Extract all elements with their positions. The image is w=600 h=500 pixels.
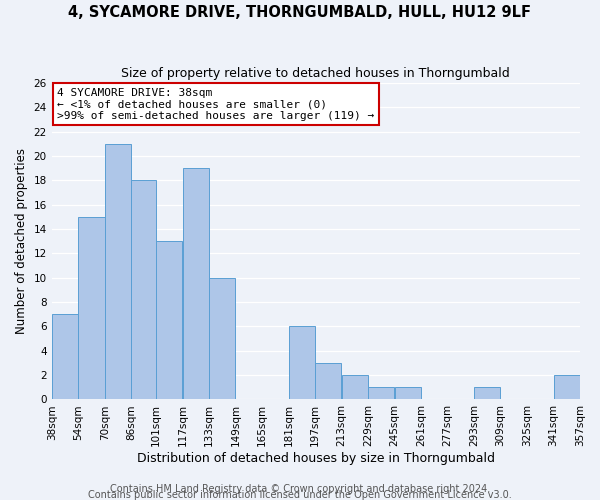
Bar [554, 375, 580, 400]
Y-axis label: Number of detached properties: Number of detached properties [15, 148, 28, 334]
Title: Size of property relative to detached houses in Thorngumbald: Size of property relative to detached ho… [121, 68, 510, 80]
Bar [315, 363, 341, 400]
Bar [78, 217, 104, 400]
Text: 4, SYCAMORE DRIVE, THORNGUMBALD, HULL, HU12 9LF: 4, SYCAMORE DRIVE, THORNGUMBALD, HULL, H… [68, 5, 532, 20]
Bar [368, 388, 394, 400]
Text: Contains public sector information licensed under the Open Government Licence v3: Contains public sector information licen… [88, 490, 512, 500]
Bar [156, 242, 182, 400]
Text: Contains HM Land Registry data © Crown copyright and database right 2024.: Contains HM Land Registry data © Crown c… [110, 484, 490, 494]
Text: 4 SYCAMORE DRIVE: 38sqm
← <1% of detached houses are smaller (0)
>99% of semi-de: 4 SYCAMORE DRIVE: 38sqm ← <1% of detache… [57, 88, 374, 121]
Bar [395, 388, 421, 400]
Bar [341, 375, 368, 400]
Bar [182, 168, 209, 400]
X-axis label: Distribution of detached houses by size in Thorngumbald: Distribution of detached houses by size … [137, 452, 495, 465]
Bar [289, 326, 315, 400]
Bar [209, 278, 235, 400]
Bar [474, 388, 500, 400]
Bar [52, 314, 78, 400]
Bar [131, 180, 156, 400]
Bar [105, 144, 131, 400]
